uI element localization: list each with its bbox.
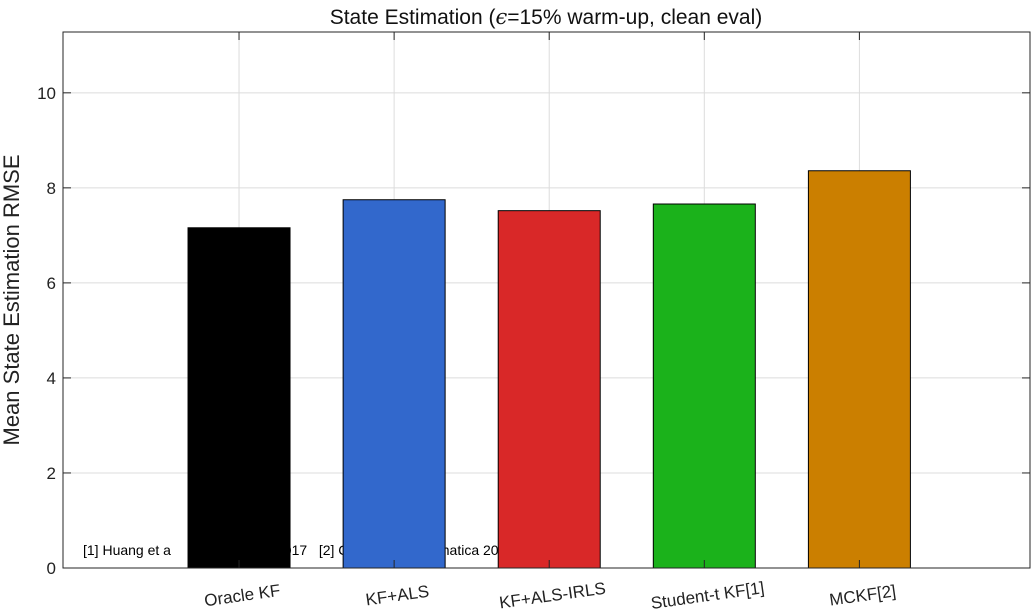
y-tick-label: 2 [47, 464, 56, 483]
annotation-left: [1] Huang et a [83, 542, 171, 558]
bar [807, 170, 911, 569]
bar [342, 199, 446, 569]
x-tick-label: Oracle KF [203, 581, 281, 609]
y-tick-label: 10 [37, 84, 56, 103]
y-tick-label: 4 [47, 369, 56, 388]
bar [187, 227, 291, 569]
plot-frame [62, 31, 1031, 569]
y-axis-label: Mean State Estimation RMSE [0, 154, 24, 445]
y-tick-label: 6 [47, 274, 56, 293]
bar [652, 203, 756, 569]
bar [497, 210, 601, 569]
chart-title: State Estimation (ϵ=15% warm-up, clean e… [330, 5, 763, 29]
y-tick-label: 0 [47, 559, 56, 578]
x-tick-label: KF+ALS-IRLS [498, 579, 607, 609]
x-tick-label: KF+ALS [364, 582, 430, 609]
x-tick-label: Student-t KF[1] [650, 578, 766, 609]
y-tick-label: 8 [47, 179, 56, 198]
bars [187, 170, 911, 569]
x-tick-label: MCKF[2] [828, 581, 897, 609]
